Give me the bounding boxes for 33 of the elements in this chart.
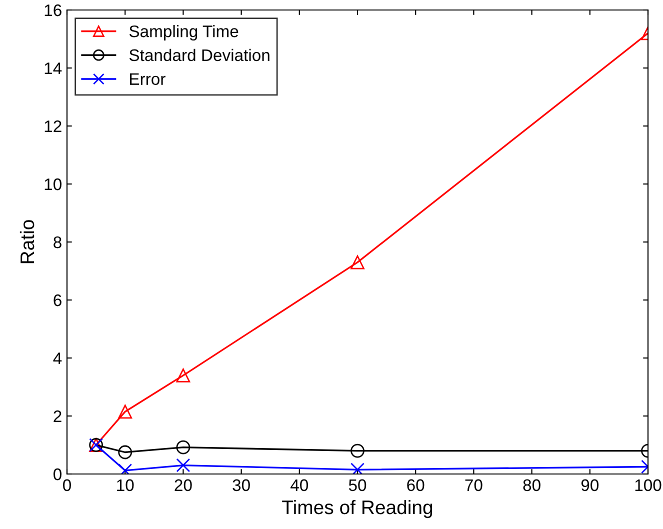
x-tick-label: 90 [581, 479, 599, 492]
x-tick-label: 80 [523, 479, 540, 492]
y-tick-label: 8 [54, 236, 62, 248]
point [118, 404, 132, 419]
x-tick-label: 60 [407, 479, 424, 492]
point [176, 458, 190, 472]
x-tick-label: 40 [290, 479, 308, 492]
y-tick-label: 10 [44, 178, 62, 190]
x-tick-label: 20 [174, 479, 192, 492]
legend-label: Sampling Time [129, 25, 238, 41]
x-tick-label: 0 [63, 479, 71, 492]
point [350, 462, 364, 474]
point [118, 445, 132, 460]
x-tick-label: 70 [465, 479, 482, 492]
legend-label: Standard Deviation [129, 48, 270, 62]
y-tick-label: 0 [54, 468, 62, 480]
point [350, 444, 364, 458]
x-tick-label: 100 [635, 479, 662, 492]
x-tick-label: 10 [117, 479, 134, 492]
x-axis-title: Times of Reading [282, 500, 432, 518]
point [176, 368, 190, 382]
x-tick-label: 50 [348, 479, 366, 492]
y-axis-title: Ratio [20, 220, 34, 264]
y-tick-label: 16 [44, 4, 62, 16]
legend-label: Error [130, 73, 166, 85]
point [350, 255, 364, 270]
point [176, 440, 190, 454]
y-tick-label: 2 [54, 410, 62, 422]
y-tick-label: 6 [54, 294, 62, 306]
y-tick-label: 14 [44, 62, 62, 74]
y-tick-label: 12 [44, 120, 62, 132]
x-tick-label: 30 [232, 479, 250, 492]
y-tick-label: 4 [53, 352, 62, 364]
